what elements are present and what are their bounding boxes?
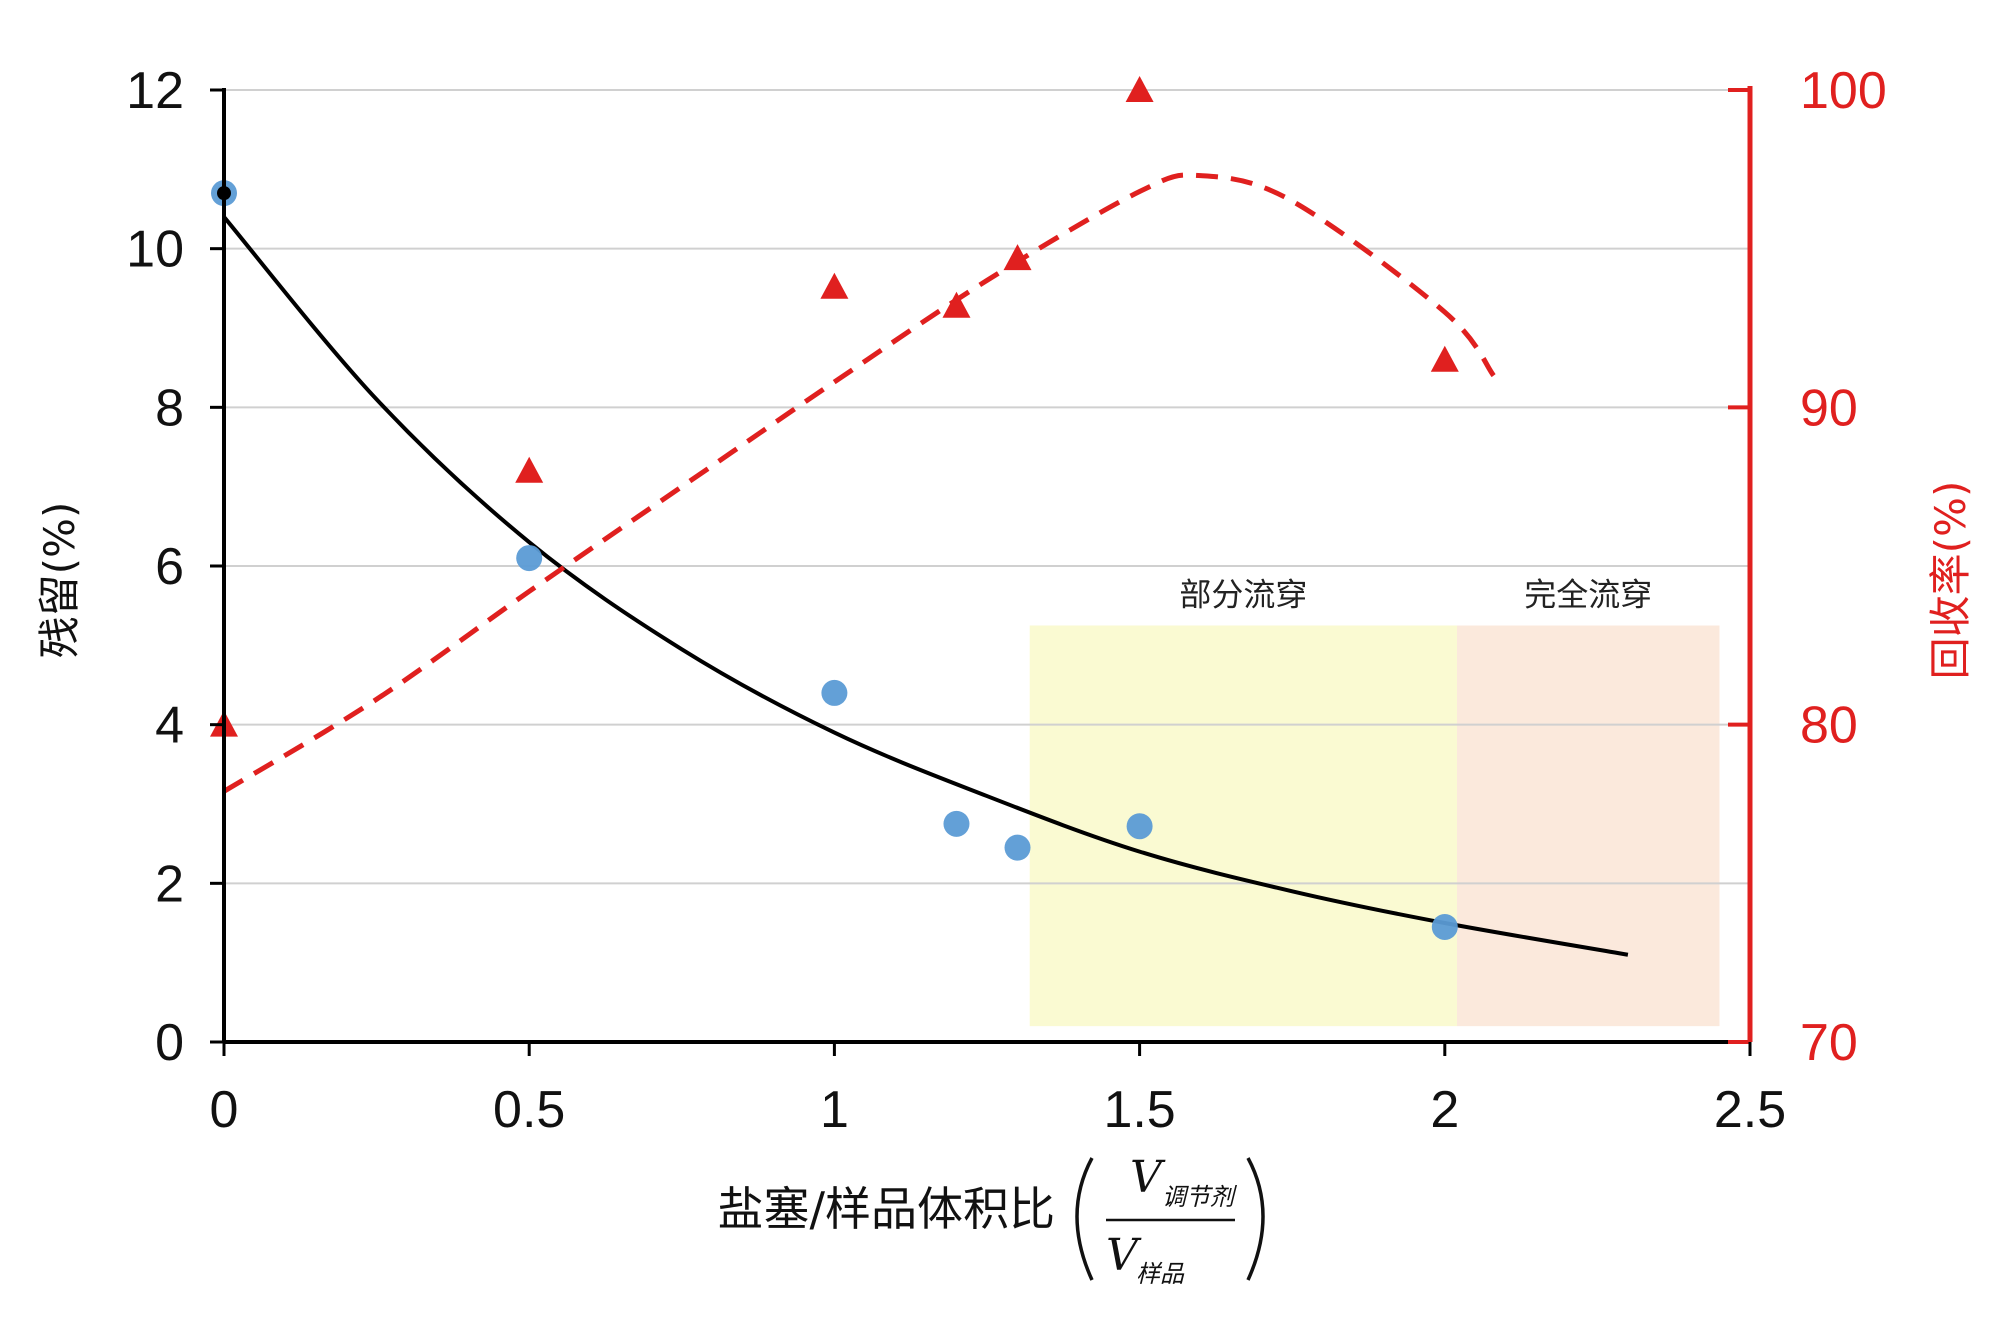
right-tick-label-3: 100 — [1800, 62, 1887, 120]
left-paren — [1075, 1157, 1094, 1281]
recovery-point-1 — [515, 456, 544, 483]
region-0 — [1029, 625, 1458, 1027]
fraction-numerator-symbol: V — [1130, 1152, 1166, 1203]
left-tick-label-2: 4 — [155, 697, 184, 755]
left-tick-label-0: 0 — [155, 1014, 184, 1072]
x-tick-label-4: 2 — [1430, 1081, 1459, 1139]
right-tick-label-2: 90 — [1800, 379, 1858, 437]
fraction-denominator-symbol: V — [1106, 1230, 1142, 1281]
region-label-0: 部分流穿 — [1179, 576, 1307, 614]
recovery-point-4 — [1003, 244, 1032, 271]
x-tick-label-0: 0 — [210, 1081, 239, 1139]
left-tick-label-6: 12 — [126, 62, 184, 120]
x-axis-label-text: 盐塞/样品体积比 — [718, 1182, 1056, 1236]
fraction-denominator-subscript: 样品 — [1136, 1260, 1185, 1288]
region-label-1: 完全流穿 — [1524, 576, 1652, 614]
fraction-numerator-subscript: 调节剂 — [1162, 1183, 1238, 1211]
gridlines — [224, 89, 1750, 885]
recovery-point-5 — [1125, 76, 1154, 102]
fit-lines — [222, 172, 1629, 957]
residue-point-2 — [821, 679, 848, 706]
recovery-fit-line — [222, 172, 1496, 794]
axes — [210, 86, 1753, 1056]
flow-regions: 部分流穿 完全流穿 — [1029, 576, 1720, 1027]
left-tick-label-1: 2 — [155, 855, 184, 913]
residue-fit-line — [222, 215, 1629, 957]
recovery-point-2 — [820, 272, 849, 299]
data-points — [210, 76, 1459, 940]
right-tick-label-1: 80 — [1800, 697, 1858, 755]
residue-point-4 — [1004, 834, 1031, 861]
recovery-point-6 — [1430, 345, 1459, 372]
x-axis-label: 盐塞/样品体积比 V 调节剂 V 样品 — [718, 1152, 1265, 1288]
y-axis-left-label: 残留(%) — [35, 502, 84, 659]
y-axis-right-label: 回收率(%) — [1926, 481, 1975, 680]
x-tick-label-2: 1 — [820, 1081, 849, 1139]
tick-labels: 0 2 4 6 8 10 12 70 80 90 100 0 0.5 1 1.5 2 2.5 — [126, 62, 1887, 1139]
x-tick-label-3: 1.5 — [1103, 1081, 1175, 1139]
residue-point-5 — [1126, 813, 1153, 840]
x-tick-label-5: 2.5 — [1714, 1081, 1786, 1139]
left-tick-label-3: 6 — [155, 538, 184, 596]
left-tick-label-5: 10 — [126, 221, 184, 279]
residue-point-6 — [1431, 913, 1458, 940]
residue-point-3 — [943, 810, 970, 837]
region-1 — [1457, 625, 1720, 1027]
residue-point-1 — [516, 545, 543, 572]
recovery-point-3 — [942, 291, 971, 318]
right-tick-label-0: 70 — [1800, 1014, 1858, 1072]
x-tick-label-1: 0.5 — [493, 1081, 565, 1139]
left-tick-label-4: 8 — [155, 379, 184, 437]
right-paren — [1246, 1157, 1265, 1281]
